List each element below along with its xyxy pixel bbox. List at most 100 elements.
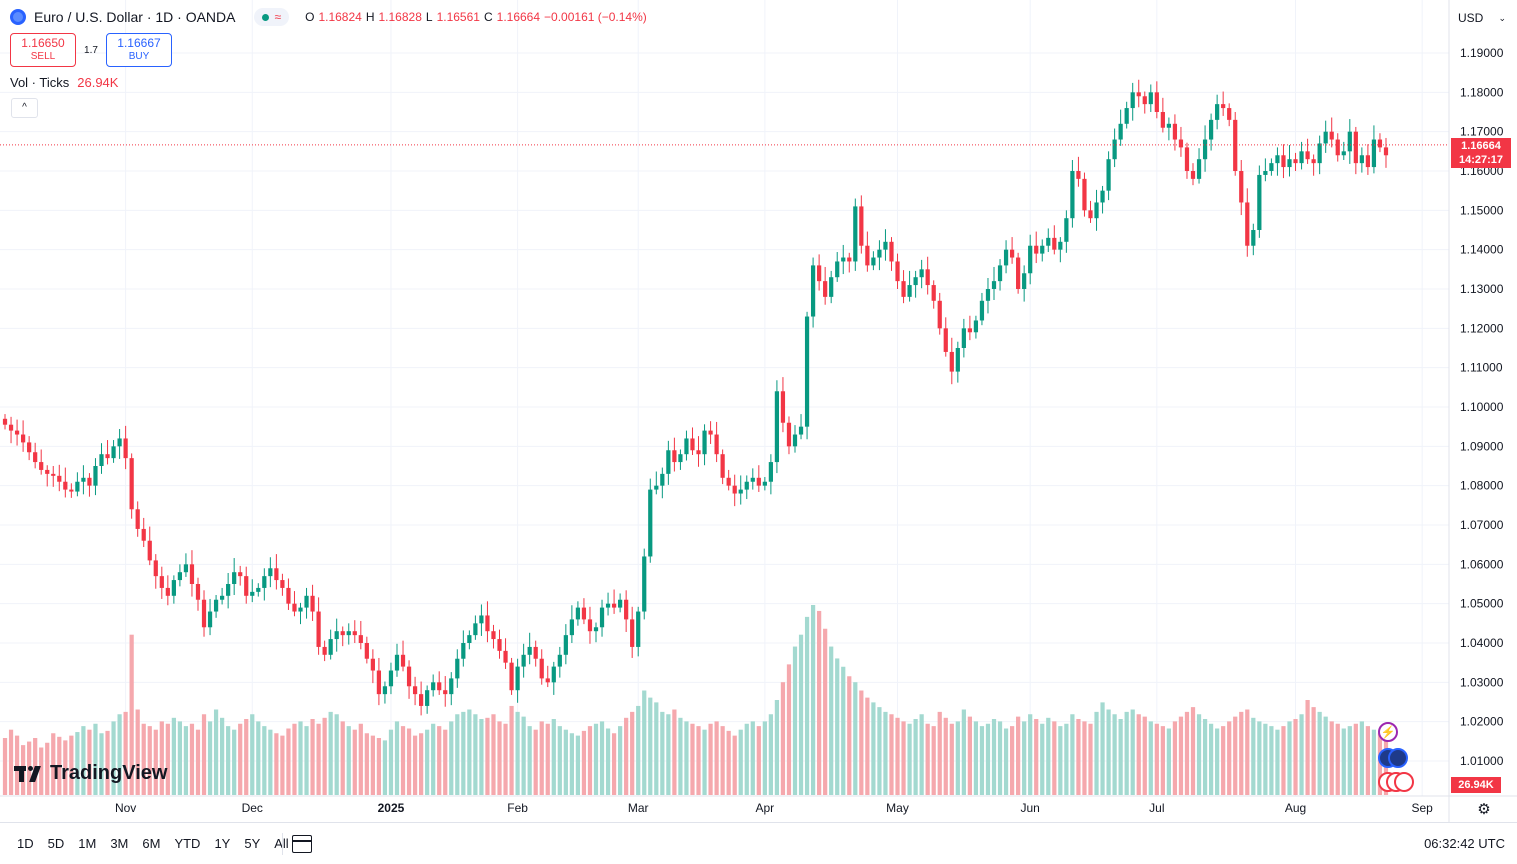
candle-body	[1136, 92, 1141, 97]
volume-bar	[1064, 723, 1069, 795]
open-value: 1.16824	[318, 10, 362, 24]
candle-body	[1341, 151, 1346, 156]
time-tick-label: Jun	[1021, 801, 1040, 815]
bar-countdown: 14:27:17	[1458, 154, 1504, 166]
calendar-goto-icon[interactable]	[292, 835, 312, 853]
volume-bar	[1142, 716, 1147, 795]
candle-body	[183, 564, 189, 573]
volume-bar	[611, 733, 617, 795]
symbol-title[interactable]: Euro / U.S. Dollar · 1D · OANDA	[34, 9, 236, 25]
candle-body	[238, 572, 243, 577]
volume-bar	[250, 714, 255, 795]
volume-bar	[1100, 702, 1105, 795]
volume-bar	[1311, 707, 1316, 795]
currency-selector[interactable]: USD ⌄	[1452, 7, 1512, 29]
candle-body	[768, 462, 773, 482]
price-tick-label: 1.19000	[1460, 46, 1504, 60]
candle-body	[853, 206, 858, 262]
candle-body	[545, 678, 550, 683]
volume-bar	[1028, 714, 1033, 795]
volume-bar	[8, 729, 14, 795]
range-3m[interactable]: 3M	[110, 836, 129, 851]
range-1d[interactable]: 1D	[17, 836, 34, 851]
range-6m[interactable]: 6M	[142, 836, 161, 851]
volume-bar	[973, 721, 979, 795]
candle-body	[955, 348, 960, 372]
range-1m[interactable]: 1M	[78, 836, 97, 851]
volume-bar	[1106, 709, 1111, 795]
candle-body	[774, 391, 780, 463]
volume-bar	[624, 717, 629, 795]
candle-body	[1377, 139, 1383, 148]
price-chart[interactable]: 1.01000 1.02000 1.03000 1.04000 1.05000 1.060…	[0, 0, 1517, 822]
candle-body	[1154, 92, 1159, 112]
range-all[interactable]: All	[267, 835, 295, 853]
volume-bar	[1058, 726, 1063, 795]
eu-flag-icon[interactable]	[1388, 748, 1408, 768]
utc-clock[interactable]: 06:32:42 UTC	[1424, 836, 1505, 851]
candle-body	[973, 320, 979, 333]
candle-body	[39, 462, 44, 470]
range-1y[interactable]: 1Y	[214, 836, 231, 851]
candle-body	[1172, 123, 1178, 140]
us-flag-icon[interactable]	[1394, 772, 1414, 792]
candle-body	[394, 654, 400, 671]
candle-body	[1124, 108, 1129, 124]
volume-bar	[286, 728, 291, 795]
lightning-icon[interactable]: ⚡	[1378, 722, 1398, 742]
volume-bar	[1239, 711, 1244, 795]
tradingview-logo-icon	[14, 764, 44, 784]
sell-label: SELL	[30, 51, 56, 62]
volume-bar	[1130, 709, 1135, 795]
market-status[interactable]: ≈	[253, 8, 290, 26]
volume-bar	[129, 634, 134, 795]
volume-legend[interactable]: Vol · Ticks 26.94K	[10, 75, 118, 90]
volume-bar	[1227, 721, 1232, 795]
volume-bar	[1034, 719, 1039, 795]
volume-bar	[1341, 728, 1346, 795]
volume-bar	[636, 705, 641, 795]
range-5d[interactable]: 5D	[47, 836, 65, 851]
volume-bar	[479, 719, 484, 795]
volume-bar	[720, 726, 725, 795]
candle-body	[256, 587, 261, 592]
candle-body	[298, 607, 303, 612]
candle-body	[714, 434, 719, 455]
candle-body	[485, 615, 490, 632]
ohlc-readout: O 1.16824 H 1.16828 L 1.16561 C 1.16664 −0.0…	[305, 10, 647, 24]
candle-body	[1082, 178, 1087, 211]
volume-bar	[1088, 723, 1093, 795]
candle-body	[20, 434, 26, 443]
time-tick-label: Sep	[1411, 801, 1433, 815]
change-value: −0.00161 (−0.14%)	[544, 10, 647, 24]
volume-bar	[907, 723, 912, 795]
range-5y[interactable]: 5Y	[244, 836, 261, 851]
volume-bar	[672, 709, 677, 795]
volume-bar	[714, 721, 719, 795]
buy-button[interactable]: 1.16667 BUY	[106, 33, 172, 67]
volume-bar	[575, 735, 581, 795]
candle-body	[244, 576, 249, 596]
candle-body	[1052, 237, 1057, 250]
price-tick-label: 1.05000	[1460, 597, 1504, 611]
gear-icon[interactable]: ⚙	[1477, 801, 1491, 818]
economic-events[interactable]: ⚡	[1376, 722, 1418, 794]
volume-bar	[316, 723, 321, 795]
volume-bar	[660, 711, 665, 795]
volume-bar	[810, 605, 816, 795]
collapse-legend-button[interactable]: ^	[11, 98, 38, 118]
candle-body	[111, 446, 116, 459]
sell-button[interactable]: 1.16650 SELL	[10, 33, 76, 67]
volume-bar	[859, 690, 864, 795]
volume-legend-label: Vol · Ticks	[10, 75, 70, 90]
candle-body	[165, 587, 170, 596]
volume-bar	[1178, 716, 1184, 795]
candle-body	[232, 572, 237, 584]
candle-body	[280, 580, 285, 588]
volume-bar	[183, 726, 189, 795]
tradingview-logo[interactable]: TradingView	[14, 762, 167, 785]
candle-body	[618, 599, 623, 608]
trade-buttons: 1.16650 SELL 1.7 1.16667 BUY	[10, 33, 172, 67]
range-ytd[interactable]: YTD	[174, 836, 201, 851]
volume-bar	[943, 717, 948, 795]
